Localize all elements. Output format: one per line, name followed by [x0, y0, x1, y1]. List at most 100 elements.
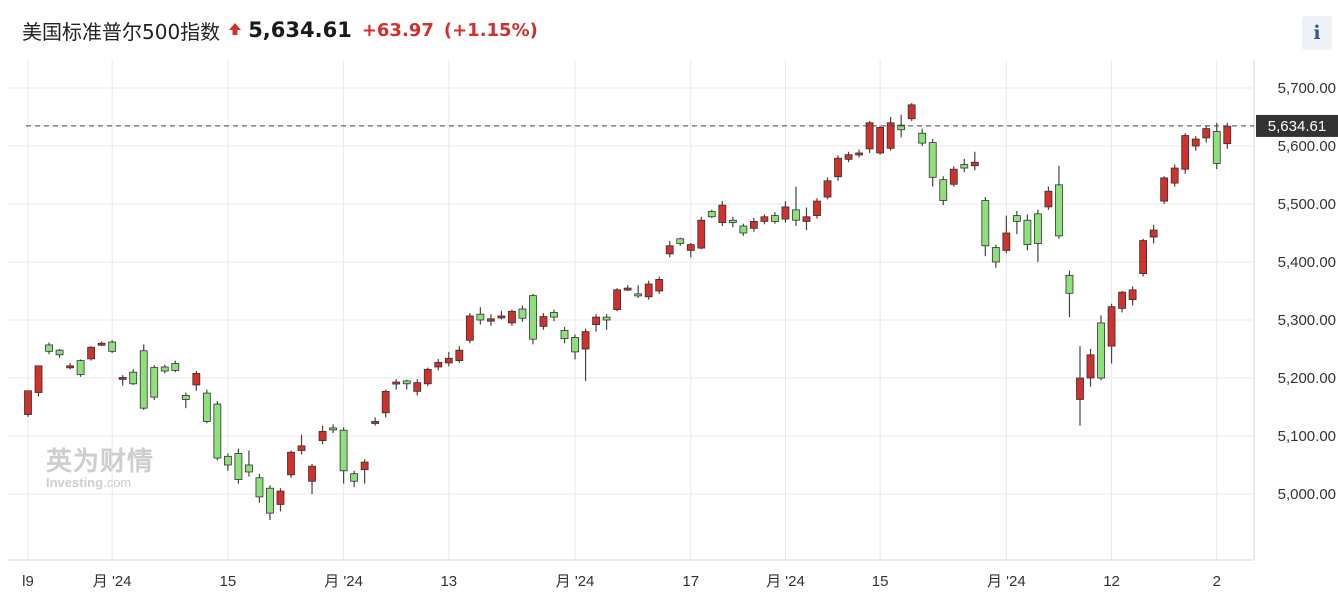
candle[interactable] — [1012, 210, 1021, 235]
candle[interactable] — [392, 379, 401, 390]
candle[interactable] — [907, 103, 916, 122]
candle[interactable] — [329, 424, 337, 434]
candle[interactable] — [792, 186, 800, 227]
candle[interactable] — [245, 450, 253, 477]
candle[interactable] — [991, 244, 1000, 268]
candle[interactable] — [486, 314, 495, 326]
candle[interactable] — [560, 326, 569, 344]
candle[interactable] — [508, 309, 516, 326]
candle[interactable] — [939, 176, 948, 206]
candle[interactable] — [297, 434, 306, 455]
candle[interactable] — [213, 401, 222, 461]
candle[interactable] — [1023, 214, 1032, 251]
candle[interactable] — [844, 151, 853, 163]
candle[interactable] — [181, 392, 190, 409]
candle[interactable] — [45, 342, 53, 355]
candle[interactable] — [192, 371, 201, 391]
candle[interactable] — [350, 470, 359, 488]
candle[interactable] — [739, 223, 748, 236]
candle[interactable] — [308, 463, 316, 494]
candle[interactable] — [150, 365, 159, 401]
candle[interactable] — [802, 207, 811, 231]
candle[interactable] — [381, 389, 390, 418]
candle[interactable] — [855, 149, 863, 158]
candle[interactable] — [66, 362, 74, 370]
candle[interactable] — [76, 359, 85, 377]
info-button[interactable]: i — [1302, 16, 1332, 50]
candle[interactable] — [129, 369, 138, 385]
candle[interactable] — [665, 241, 674, 258]
candle[interactable] — [686, 242, 695, 258]
candle[interactable] — [108, 340, 117, 354]
candle[interactable] — [234, 448, 243, 484]
candle[interactable] — [402, 379, 411, 390]
candle[interactable] — [634, 285, 643, 298]
candle[interactable] — [55, 349, 64, 358]
candle[interactable] — [886, 117, 895, 151]
candle[interactable] — [949, 166, 958, 187]
candle[interactable] — [697, 216, 706, 250]
candle[interactable] — [1055, 165, 1063, 239]
candle[interactable] — [444, 351, 453, 367]
candle[interactable] — [465, 313, 474, 344]
candle[interactable] — [1065, 270, 1074, 318]
candle[interactable] — [592, 314, 600, 332]
candle[interactable] — [1191, 136, 1200, 151]
candle[interactable] — [1181, 133, 1190, 174]
candle[interactable] — [171, 360, 180, 373]
candle[interactable] — [371, 417, 380, 426]
candle[interactable] — [1149, 224, 1158, 244]
candle[interactable] — [318, 425, 327, 445]
candle[interactable] — [613, 288, 622, 312]
candle[interactable] — [413, 379, 422, 396]
candle[interactable] — [813, 198, 821, 219]
candle[interactable] — [550, 309, 558, 322]
candle[interactable] — [87, 346, 96, 361]
candle[interactable] — [1223, 122, 1232, 149]
candle[interactable] — [1034, 209, 1042, 262]
candle[interactable] — [981, 197, 990, 257]
candle[interactable] — [455, 346, 464, 363]
candle[interactable] — [202, 389, 211, 424]
candle[interactable] — [476, 307, 485, 325]
candle[interactable] — [287, 450, 295, 478]
candle[interactable] — [529, 293, 537, 345]
candle[interactable] — [623, 285, 632, 291]
candle[interactable] — [1202, 125, 1211, 143]
candle[interactable] — [1139, 238, 1148, 277]
candle[interactable] — [139, 344, 148, 410]
candle[interactable] — [1212, 122, 1221, 170]
candle[interactable] — [160, 364, 169, 374]
candle[interactable] — [602, 314, 611, 330]
candle[interactable] — [718, 201, 727, 227]
candle[interactable] — [118, 375, 127, 386]
candle[interactable] — [97, 341, 106, 347]
candle[interactable] — [1118, 291, 1126, 313]
candle[interactable] — [1170, 164, 1179, 187]
candle[interactable] — [1160, 176, 1169, 204]
candle[interactable] — [1097, 315, 1105, 381]
candle[interactable] — [1076, 346, 1084, 426]
candle[interactable] — [518, 305, 527, 322]
candle[interactable] — [760, 214, 769, 225]
candlestick-chart[interactable]: 5,700.00 5,600.00 5,500.00 5,400.00 5,300.00… — [0, 60, 1338, 606]
candle[interactable] — [960, 158, 969, 173]
candle[interactable] — [728, 216, 737, 228]
candle[interactable] — [1128, 286, 1137, 306]
candle[interactable] — [781, 201, 790, 223]
candle[interactable] — [918, 128, 927, 146]
candle[interactable] — [1086, 349, 1095, 387]
candle[interactable] — [655, 276, 664, 294]
candle[interactable] — [539, 313, 548, 330]
candle[interactable] — [1044, 186, 1053, 210]
candle[interactable] — [276, 488, 285, 512]
candle[interactable] — [497, 310, 506, 320]
candle[interactable] — [223, 453, 232, 471]
candle[interactable] — [24, 390, 32, 417]
candle[interactable] — [928, 139, 937, 187]
candle[interactable] — [360, 459, 369, 484]
candle[interactable] — [644, 280, 653, 300]
candle[interactable] — [970, 151, 979, 171]
candle[interactable] — [749, 217, 758, 232]
candle[interactable] — [34, 365, 43, 397]
